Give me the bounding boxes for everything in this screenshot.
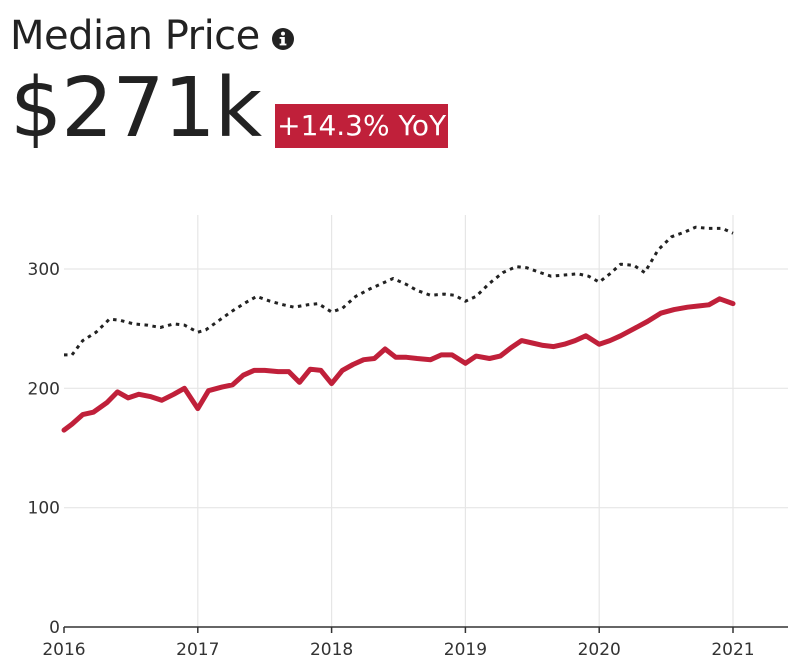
x-tick-label-2018: 2018 (310, 640, 353, 660)
title-row: Median Price (10, 8, 790, 64)
median-price-value: $271k (10, 61, 262, 156)
chart-title: Median Price (10, 13, 260, 59)
y-tick-label-0: 0 (49, 618, 60, 638)
axis-layer: 2016 2017 2018 2019 2020 2021 0 100 200 300 (28, 260, 788, 660)
median-price-line (61, 296, 736, 433)
y-tick-label-100: 100 (28, 499, 60, 519)
x-tick-label-2017: 2017 (176, 640, 219, 660)
y-tick-label-300: 300 (28, 260, 60, 280)
grid-layer (64, 215, 788, 627)
x-tick-label-2019: 2019 (444, 640, 487, 660)
comparison-price-line (64, 225, 734, 357)
yoy-change-badge: +14.3% YoY (275, 104, 449, 148)
x-tick-label-2021: 2021 (711, 640, 754, 660)
series-layer (61, 225, 736, 433)
y-tick-label-200: 200 (28, 379, 60, 399)
metric-header: Median Price $271k +14.3% YoY (10, 8, 790, 150)
value-row: $271k +14.3% YoY (10, 68, 790, 150)
x-tick-label-2016: 2016 (42, 640, 85, 660)
x-tick-label-2020: 2020 (578, 640, 621, 660)
info-icon[interactable] (271, 28, 294, 50)
